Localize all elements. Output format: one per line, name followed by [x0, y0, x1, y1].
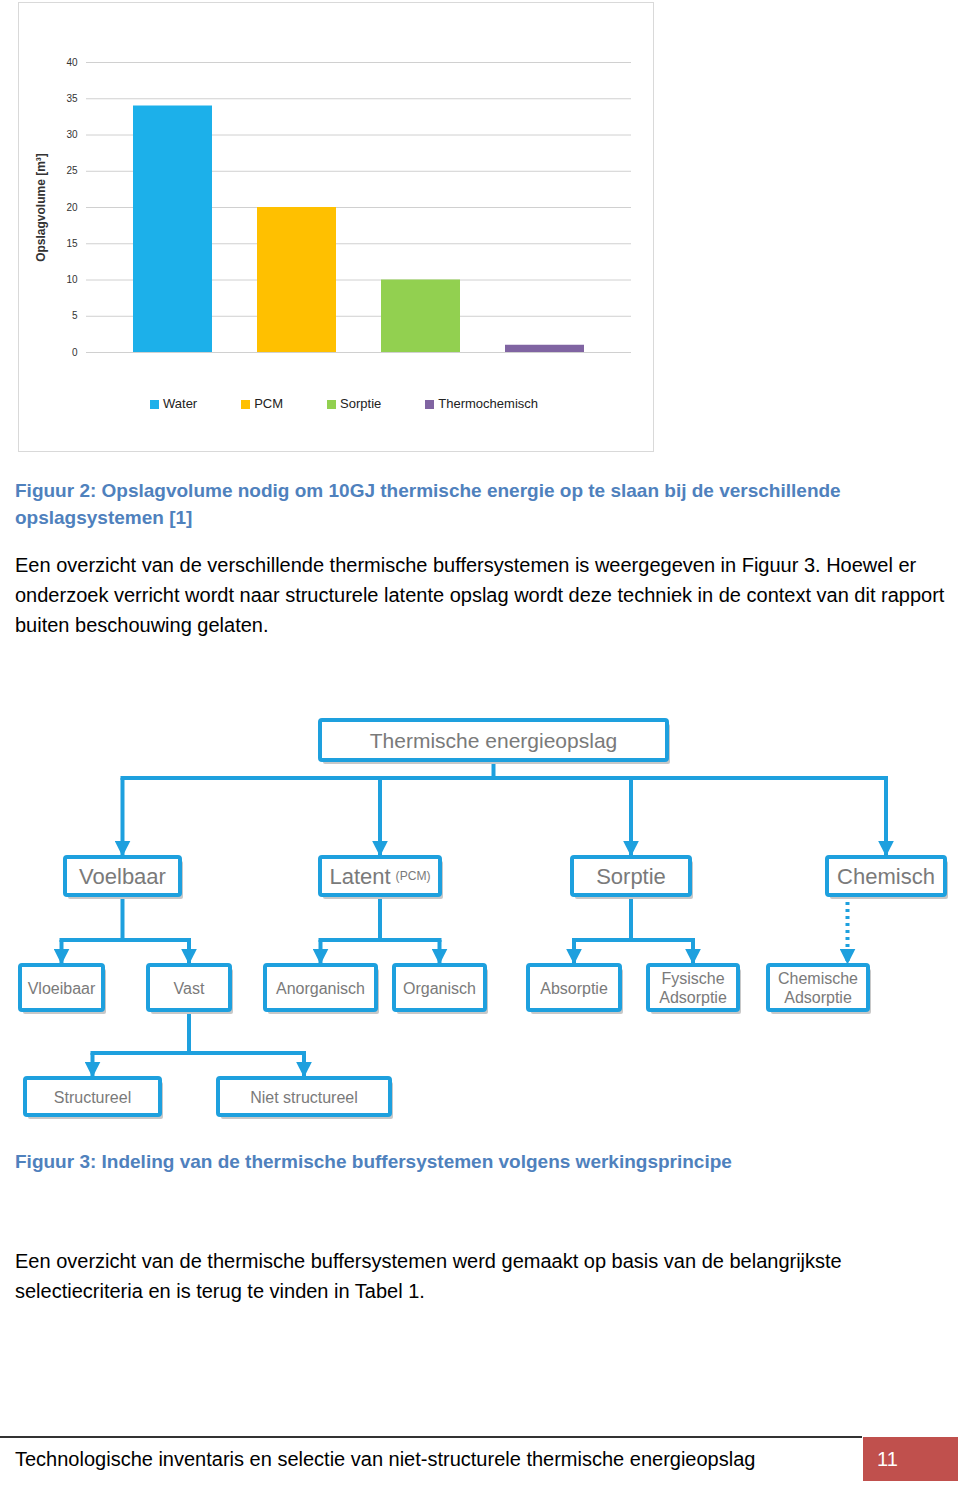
svg-text:Chemisch: Chemisch [837, 864, 935, 889]
svg-text:Anorganisch: Anorganisch [276, 979, 365, 996]
svg-text:5: 5 [72, 310, 78, 321]
html-text:PCM: PCM [254, 396, 284, 411]
html-text:11: 11 [877, 1448, 898, 1470]
svg-text:Opslagvolume [m³]: Opslagvolume [m³] [34, 153, 48, 262]
svg-text:FysischeAdsorptie: FysischeAdsorptie [659, 970, 727, 1005]
html-text:Sorptie: Sorptie [340, 396, 382, 411]
svg-text:Voelbaar: Voelbaar [79, 864, 166, 889]
svg-text:Vloeibaar: Vloeibaar [28, 979, 96, 996]
svg-text:35: 35 [66, 93, 78, 104]
html-text:Figuur 2: Opslagvolume nodig o: Figuur 2: Opslagvolume nodig om 10GJ the… [15, 480, 841, 528]
svg-text:Organisch: Organisch [403, 979, 476, 996]
svg-text:30: 30 [66, 129, 78, 140]
svg-text:Absorptie: Absorptie [540, 979, 608, 996]
svg-text:15: 15 [66, 238, 78, 249]
html-text:Een overzicht van de thermisch: Een overzicht van de thermische buffersy… [15, 1250, 842, 1302]
svg-text:Thermische energieopslag: Thermische energieopslag [370, 729, 617, 752]
svg-text:10: 10 [66, 274, 78, 285]
svg-text:Latent(PCM): Latent(PCM) [329, 864, 430, 889]
svg-text:Vast: Vast [174, 979, 205, 996]
html-text:Thermochemisch: Thermochemisch [438, 396, 538, 411]
svg-text:25: 25 [66, 165, 78, 176]
html-text:Figuur 3: Indeling van de ther: Figuur 3: Indeling van de thermische buf… [15, 1151, 732, 1172]
html-text:Water: Water [163, 396, 198, 411]
svg-text:Sorptie: Sorptie [596, 864, 666, 889]
svg-text:Niet structureel: Niet structureel [250, 1088, 358, 1105]
html-text:Technologische inventaris en s: Technologische inventaris en selectie va… [15, 1448, 756, 1470]
svg-text:20: 20 [66, 202, 78, 213]
html-text:Een overzicht van de verschill: Een overzicht van de verschillende therm… [15, 554, 945, 636]
svg-text:40: 40 [66, 57, 78, 68]
svg-text:0: 0 [72, 347, 78, 358]
svg-text:Structureel: Structureel [54, 1088, 131, 1105]
svg-text:ChemischeAdsorptie: ChemischeAdsorptie [778, 970, 858, 1005]
